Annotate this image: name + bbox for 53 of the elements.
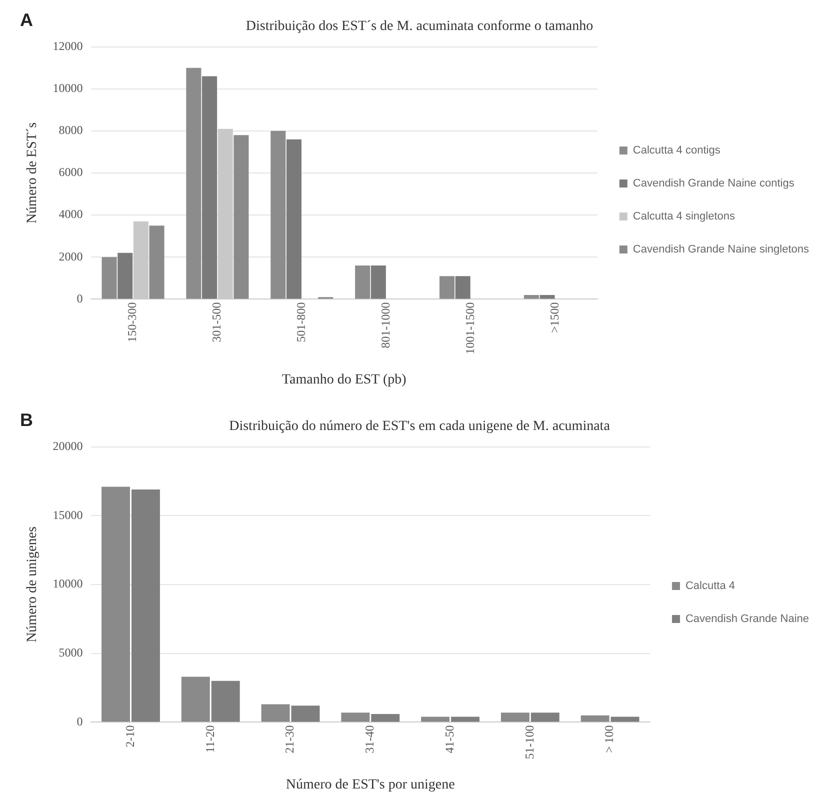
legend-label: Cavendish Grande Naine [685, 613, 810, 626]
x-tick-label: 41-50 [442, 725, 456, 754]
legend-label: Calcutta 4 [685, 580, 736, 592]
x-tick-label: 51-100 [522, 725, 536, 760]
bar [455, 276, 470, 299]
y-tick-label: 10000 [52, 576, 83, 591]
chart-title: Distribuição do número de EST's em cada unigene de M. acuminata [229, 419, 611, 434]
y-tick-label: 0 [76, 714, 83, 728]
bar [234, 135, 249, 299]
legend-label: Cavendish Grande Naine singletons [632, 244, 810, 256]
x-axis-title: Número de EST's por unigene [286, 777, 455, 792]
bar [102, 257, 117, 299]
bar [202, 76, 218, 299]
bar [149, 226, 164, 299]
y-tick-label: 0 [76, 291, 83, 306]
legend-label: Calcutta 4 contigs [632, 144, 721, 157]
y-tick-label: 5000 [58, 646, 83, 660]
y-tick-label: 2000 [58, 249, 83, 264]
x-tick-label: > 100 [602, 725, 616, 753]
bar [186, 68, 202, 299]
x-tick-label: 31-40 [362, 725, 377, 754]
text: A [20, 10, 33, 30]
bar [355, 266, 370, 299]
x-tick-label: >1500 [547, 302, 562, 333]
y-tick-label: 12000 [52, 38, 83, 53]
bar [540, 294, 555, 299]
bar [524, 294, 539, 299]
x-tick-label: 501-800 [294, 302, 308, 342]
x-tick-label: 1001-1500 [462, 302, 477, 354]
x-tick-label: 21-30 [282, 725, 297, 754]
bar [286, 139, 302, 299]
x-axis-title: Tamanho do EST (pb) [282, 372, 407, 388]
y-tick-label: 20000 [52, 438, 83, 453]
y-axis-title: Número de EST´s [25, 122, 40, 224]
y-tick-label: 8000 [58, 123, 83, 138]
legend-label: Calcutta 4 singletons [632, 210, 736, 223]
text: B [20, 410, 33, 430]
chart-title: Distribuição dos EST´s de M. acuminata conforme o tamanho [246, 19, 594, 34]
x-tick-label: 150-300 [125, 302, 140, 342]
bar [270, 130, 286, 299]
y-tick-label: 4000 [58, 207, 83, 222]
y-tick-label: 15000 [52, 508, 83, 522]
bar [439, 276, 455, 299]
bar [370, 266, 386, 299]
x-tick-label: 2-10 [122, 725, 137, 748]
x-tick-label: 11-20 [202, 725, 217, 753]
x-tick-label: 301-500 [210, 302, 224, 342]
bar [118, 252, 133, 299]
y-tick-label: 6000 [58, 165, 83, 180]
x-tick-label: 801-1000 [378, 302, 392, 348]
y-axis-title: Número de unigenes [25, 526, 40, 642]
legend-label: Cavendish Grande Naine contigs [632, 178, 795, 190]
y-tick-label: 10000 [52, 81, 83, 96]
